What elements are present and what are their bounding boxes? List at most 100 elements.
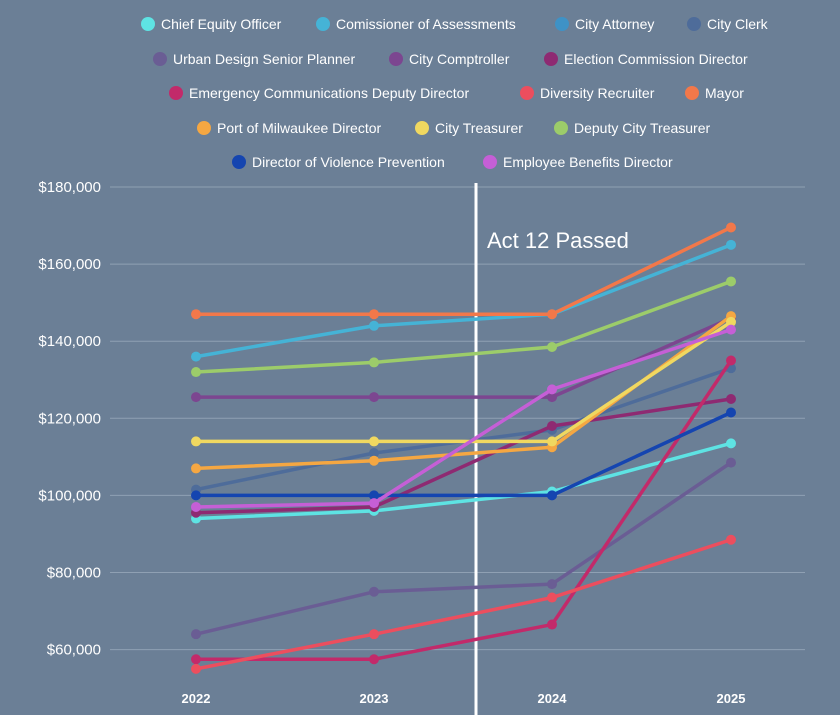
data-point xyxy=(547,436,557,447)
series-line xyxy=(194,358,733,661)
legend-swatch xyxy=(316,17,330,31)
series-line xyxy=(194,366,733,492)
legend-swatch xyxy=(483,155,497,169)
series-mayor xyxy=(191,222,736,320)
legend-label: Director of Violence Prevention xyxy=(252,154,445,170)
x-tick-label: 2022 xyxy=(182,691,211,706)
series-line xyxy=(194,279,733,374)
data-point xyxy=(369,654,379,665)
data-point xyxy=(191,436,201,447)
y-axis: $60,000 $80,000 $100,000 $120,000 $140,000 $1… xyxy=(38,179,101,659)
data-point xyxy=(547,392,557,403)
series-deputy-city-treasurer xyxy=(191,276,736,378)
data-point xyxy=(369,436,379,447)
data-point xyxy=(191,309,201,320)
data-point xyxy=(547,421,557,432)
series-line xyxy=(194,327,733,509)
legend-swatch xyxy=(554,121,568,135)
data-point xyxy=(191,501,201,512)
data-point xyxy=(369,455,379,466)
series-emergency-communications-deputy-director xyxy=(191,355,736,665)
legend-item-urban-design-senior-planner: Urban Design Senior Planner xyxy=(153,51,355,67)
legend-label: Diversity Recruiter xyxy=(540,85,655,101)
series-urban-design-senior-planner xyxy=(191,457,736,640)
data-point xyxy=(369,447,379,458)
data-point xyxy=(369,320,379,331)
series-line xyxy=(194,243,733,359)
series-line xyxy=(194,225,733,316)
x-tick-label: 2023 xyxy=(360,691,389,706)
legend: Chief Equity Officer Comissioner of Asses… xyxy=(141,16,769,170)
legend-label: Mayor xyxy=(705,85,744,101)
legend-item-deputy-city-treasurer: Deputy City Treasurer xyxy=(554,120,710,136)
legend-swatch xyxy=(687,17,701,31)
legend-item-director-of-violence-prevention: Director of Violence Prevention xyxy=(232,154,445,170)
legend-swatch xyxy=(544,52,558,66)
legend-label: Election Commission Director xyxy=(564,51,748,67)
data-point xyxy=(369,309,379,320)
y-tick-label: $160,000 xyxy=(38,256,101,273)
series-election-commission-director xyxy=(191,394,736,518)
y-tick-label: $140,000 xyxy=(38,333,101,350)
data-point xyxy=(191,367,201,378)
x-tick-label: 2024 xyxy=(538,691,568,706)
data-point xyxy=(191,654,201,665)
legend-swatch xyxy=(685,86,699,100)
data-point xyxy=(191,663,201,674)
legend-item-city-treasurer: City Treasurer xyxy=(415,120,523,136)
data-point xyxy=(547,579,557,590)
legend-swatch xyxy=(520,86,534,100)
legend-swatch xyxy=(169,86,183,100)
data-point xyxy=(191,351,201,362)
legend-item-city-attorney: City Attorney xyxy=(555,16,654,32)
legend-swatch xyxy=(555,17,569,31)
data-point xyxy=(369,586,379,597)
legend-item-diversity-recruiter: Diversity Recruiter xyxy=(520,85,655,101)
data-point xyxy=(726,316,736,327)
legend-label: Port of Milwaukee Director xyxy=(217,120,382,136)
series-city-treasurer xyxy=(191,316,736,447)
legend-swatch xyxy=(153,52,167,66)
data-point xyxy=(547,309,557,320)
legend-label: Urban Design Senior Planner xyxy=(173,51,355,67)
series-line xyxy=(194,320,733,444)
y-tick-label: $180,000 xyxy=(38,179,101,196)
legend-label: City Attorney xyxy=(575,16,654,32)
data-point xyxy=(369,498,379,509)
legend-swatch xyxy=(389,52,403,66)
annotation: Act 12 Passed xyxy=(474,183,629,715)
legend-label: City Comptroller xyxy=(409,51,510,67)
series-line xyxy=(194,537,733,671)
series-line xyxy=(194,316,733,399)
legend-label: City Clerk xyxy=(707,16,769,32)
data-point xyxy=(547,490,557,501)
data-point xyxy=(547,592,557,603)
data-point xyxy=(726,438,736,449)
data-point xyxy=(726,407,736,418)
legend-label: City Treasurer xyxy=(435,120,523,136)
series-diversity-recruiter xyxy=(191,534,736,674)
legend-swatch xyxy=(197,121,211,135)
series-city-comptroller xyxy=(191,313,736,403)
legend-swatch xyxy=(232,155,246,169)
series-lines xyxy=(191,222,736,674)
legend-item-city-comptroller: City Comptroller xyxy=(389,51,510,67)
legend-label: Deputy City Treasurer xyxy=(574,120,710,136)
legend-item-election-commission-director: Election Commission Director xyxy=(544,51,748,67)
series-line xyxy=(194,410,733,498)
data-point xyxy=(369,490,379,501)
legend-item-mayor: Mayor xyxy=(685,85,744,101)
y-tick-label: $100,000 xyxy=(38,487,101,504)
data-point xyxy=(726,222,736,233)
legend-item-comissioner-of-assessments: Comissioner of Assessments xyxy=(316,16,516,32)
data-point xyxy=(726,324,736,335)
legend-item-employee-benefits-director: Employee Benefits Director xyxy=(483,154,673,170)
data-point xyxy=(191,490,201,501)
legend-item-chief-equity-officer: Chief Equity Officer xyxy=(141,16,282,32)
data-point xyxy=(191,629,201,640)
y-tick-label: $60,000 xyxy=(47,642,101,659)
y-tick-label: $80,000 xyxy=(47,565,101,582)
legend-item-port-of-milwaukee-director: Port of Milwaukee Director xyxy=(197,120,382,136)
